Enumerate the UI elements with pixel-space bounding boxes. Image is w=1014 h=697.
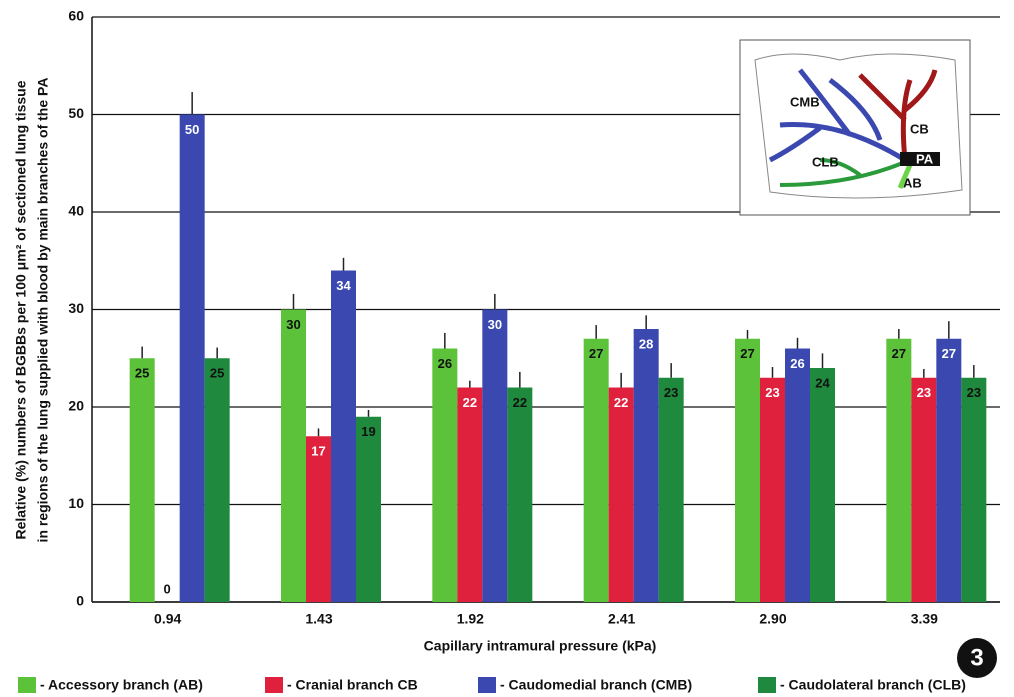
- bar: [130, 358, 155, 602]
- y-tick-label: 0: [76, 593, 84, 609]
- bar: [584, 339, 609, 602]
- value-label: 22: [513, 395, 527, 410]
- bar: [911, 378, 936, 602]
- bar: [886, 339, 911, 602]
- bar: [281, 310, 306, 603]
- legend-label: - Cranial branch CB: [287, 677, 418, 693]
- bar: [457, 388, 482, 603]
- x-axis-label: Capillary intramural pressure (kPa): [424, 638, 657, 654]
- bar: [331, 271, 356, 603]
- y-tick-label: 50: [68, 105, 84, 121]
- bar: [356, 417, 381, 602]
- value-label: 25: [210, 366, 224, 381]
- bar: [609, 388, 634, 603]
- legend-label: - Caudomedial branch (CMB): [500, 677, 692, 693]
- legend-swatch: [758, 677, 776, 693]
- bar: [507, 388, 532, 603]
- value-label: 30: [488, 317, 502, 332]
- legend-label: - Caudolateral branch (CLB): [780, 677, 966, 693]
- value-label: 27: [589, 346, 603, 361]
- y-axis-label: in regions of the lung supplied with blo…: [35, 78, 51, 543]
- bar: [760, 378, 785, 602]
- value-label: 19: [361, 424, 375, 439]
- bar: [735, 339, 760, 602]
- value-label: 22: [614, 395, 628, 410]
- bar: [482, 310, 507, 603]
- bar: [180, 115, 205, 603]
- value-label: 30: [286, 317, 300, 332]
- x-tick-label: 2.41: [608, 611, 635, 627]
- value-label: 23: [765, 385, 779, 400]
- page: {"chart_data": {"type": "bar", "y_label_…: [0, 0, 1014, 697]
- x-tick-label: 3.39: [911, 611, 938, 627]
- value-label: 25: [135, 366, 149, 381]
- value-label: 28: [639, 336, 653, 351]
- value-label: 23: [967, 385, 981, 400]
- inset-label: CMB: [790, 94, 820, 109]
- value-label: 27: [942, 346, 956, 361]
- y-tick-label: 30: [68, 300, 84, 316]
- bar: [659, 378, 684, 602]
- value-label: 0: [164, 581, 171, 596]
- legend-swatch: [18, 677, 36, 693]
- inset-label: PA: [916, 151, 934, 166]
- inset-label: CB: [910, 121, 929, 136]
- value-label: 34: [336, 278, 351, 293]
- value-label: 24: [815, 375, 830, 390]
- bar: [306, 436, 331, 602]
- x-tick-label: 2.90: [759, 611, 786, 627]
- y-tick-label: 20: [68, 398, 84, 414]
- value-label: 22: [463, 395, 477, 410]
- legend-swatch: [478, 677, 496, 693]
- value-label: 50: [185, 122, 199, 137]
- legend-label: - Accessory branch (AB): [40, 677, 203, 693]
- inset-frame: [740, 40, 970, 215]
- value-label: 23: [664, 385, 678, 400]
- y-axis-label: Relative (%) numbers of BGBBs per 100 μm…: [13, 80, 29, 539]
- y-tick-label: 60: [68, 8, 84, 24]
- inset-label: CLB: [812, 154, 839, 169]
- inset-diagram: CMB CB CLB AB PA: [740, 40, 970, 215]
- y-tick-label: 40: [68, 203, 84, 219]
- bar: [936, 339, 961, 602]
- x-tick-label: 1.92: [457, 611, 484, 627]
- value-label: 23: [917, 385, 931, 400]
- value-label: 26: [438, 356, 452, 371]
- x-tick-label: 0.94: [154, 611, 181, 627]
- bar: [205, 358, 230, 602]
- value-label: 27: [892, 346, 906, 361]
- figure-number: 3: [970, 644, 983, 671]
- value-label: 17: [311, 444, 325, 459]
- inset-label: AB: [903, 175, 922, 190]
- bar: [634, 329, 659, 602]
- value-label: 27: [740, 346, 754, 361]
- y-tick-label: 10: [68, 495, 84, 511]
- value-label: 26: [790, 356, 804, 371]
- x-tick-label: 1.43: [305, 611, 332, 627]
- bar: [810, 368, 835, 602]
- legend-swatch: [265, 677, 283, 693]
- bar: [961, 378, 986, 602]
- bar: [432, 349, 457, 603]
- bar: [785, 349, 810, 603]
- chart: CMB CB CLB AB PA 3 Capillary intramural …: [0, 0, 1014, 697]
